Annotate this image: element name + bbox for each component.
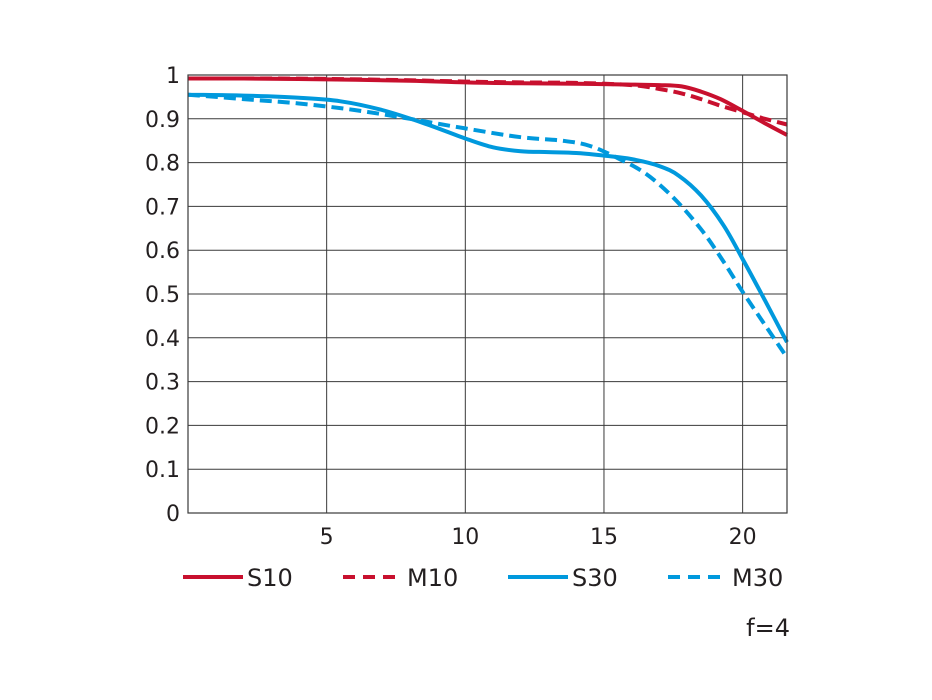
grid — [188, 75, 787, 513]
y-tick-label: 0.9 — [145, 108, 180, 133]
aperture-note: f=4 — [746, 614, 790, 642]
legend-label-m30: M30 — [732, 564, 783, 592]
y-tick-label: 0.4 — [145, 327, 180, 352]
y-tick-label: 0.1 — [145, 458, 180, 483]
x-axis-ticks: 5 10 15 20 — [320, 525, 757, 550]
series-line-s10 — [187, 76, 788, 137]
y-tick-label: 0.5 — [145, 283, 180, 308]
x-tick-label: 15 — [590, 525, 618, 550]
x-tick-label: 5 — [320, 525, 334, 550]
legend-label-s30: S30 — [572, 564, 618, 592]
plot-frame — [187, 74, 788, 514]
y-tick-label: 1 — [166, 64, 180, 89]
y-tick-label: 0 — [166, 502, 180, 527]
y-tick-label: 0.3 — [145, 371, 180, 396]
legend-label-s10: S10 — [247, 564, 293, 592]
legend-label-m10: M10 — [407, 564, 458, 592]
legend: S10 M10 S30 M30 — [183, 564, 783, 592]
y-tick-label: 0.7 — [145, 195, 180, 220]
y-axis-ticks: 0 0.1 0.2 0.3 0.4 0.5 0.6 0.7 0.8 0.9 1 — [145, 64, 180, 527]
series-line-s30 — [187, 92, 789, 344]
y-tick-label: 0.6 — [145, 239, 180, 264]
x-tick-label: 20 — [729, 525, 757, 550]
y-tick-label: 0.8 — [145, 152, 180, 177]
series-line-m30 — [187, 92, 789, 359]
series-line-m10 — [187, 76, 788, 127]
series-lines — [187, 76, 789, 359]
y-tick-label: 0.2 — [145, 414, 180, 439]
x-tick-label: 10 — [451, 525, 479, 550]
